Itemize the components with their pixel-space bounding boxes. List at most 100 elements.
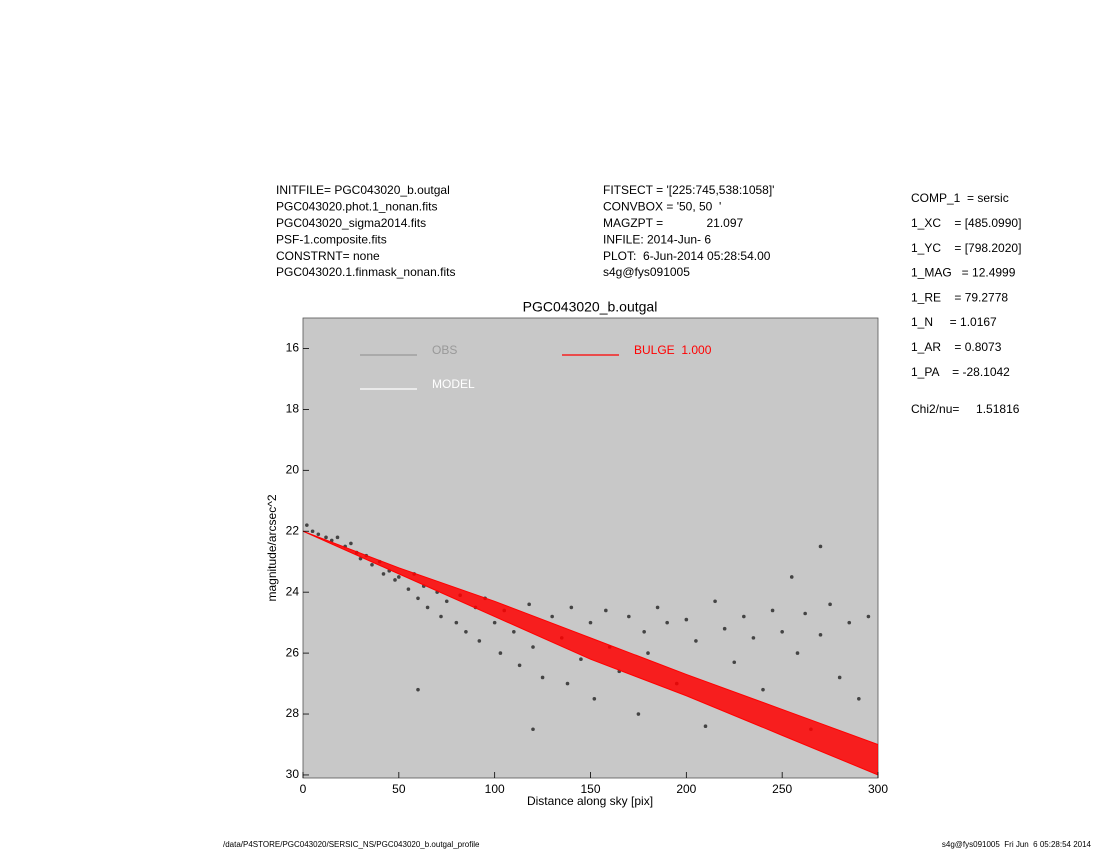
header-left-line: PSF-1.composite.fits (276, 232, 387, 246)
data-point (316, 532, 321, 537)
param-line: 1_MAG = 12.4999 (911, 266, 1016, 280)
data-point (569, 605, 574, 610)
param-line: 1_XC = [485.0990] (911, 216, 1021, 230)
data-point (604, 608, 608, 613)
data-point (703, 724, 708, 729)
data-point (439, 614, 443, 619)
data-point (847, 620, 852, 625)
data-point (425, 605, 430, 610)
legend-label: BULGE 1.000 (634, 343, 712, 357)
x-tick-label: 50 (392, 782, 406, 796)
y-tick-label: 24 (286, 584, 300, 598)
data-point (722, 626, 727, 631)
y-tick-label: 16 (286, 341, 300, 355)
data-point (665, 620, 669, 625)
data-point (732, 660, 737, 665)
data-point (397, 575, 401, 579)
data-point (857, 696, 861, 701)
header-left-line: INITFILE= PGC043020_b.outgal (276, 183, 450, 197)
y-tick-label: 18 (286, 402, 300, 416)
data-point (492, 620, 497, 625)
y-tick-label: 26 (286, 645, 300, 659)
data-point (713, 599, 717, 604)
data-point (305, 523, 309, 527)
y-tick-label: 20 (286, 462, 300, 476)
data-point (751, 636, 756, 640)
data-point (780, 629, 784, 634)
data-point (324, 535, 328, 540)
plot-marks (303, 523, 878, 776)
data-point (370, 562, 374, 567)
data-point (540, 675, 545, 680)
data-point (866, 614, 871, 619)
data-point (627, 614, 631, 619)
data-point (684, 617, 689, 622)
data-point (742, 614, 746, 619)
data-point (588, 620, 593, 625)
header-left-line: PGC043020_sigma2014.fits (276, 216, 426, 230)
data-point (310, 529, 315, 534)
data-point (592, 696, 597, 701)
data-point (789, 575, 794, 579)
x-tick-label: 100 (485, 782, 505, 796)
data-point (416, 596, 420, 601)
data-point (329, 538, 334, 543)
legend-label: MODEL (432, 377, 475, 391)
param-line: 1_AR = 0.8073 (911, 340, 1002, 354)
data-point (454, 620, 459, 625)
legend-label: OBS (432, 343, 457, 357)
data-point (531, 727, 535, 732)
data-point (579, 657, 583, 661)
header-middle-line: FITSECT = '[225:745,538:1058]' (603, 183, 774, 197)
header-middle-line: INFILE: 2014-Jun- 6 (603, 232, 711, 246)
data-point (335, 535, 340, 540)
data-point (818, 544, 823, 549)
data-point (527, 602, 531, 607)
header-left-line: PGC043020.1.finmask_nonan.fits (276, 265, 455, 279)
model-band (303, 530, 878, 776)
data-point (837, 675, 842, 680)
data-point (761, 687, 765, 692)
header-middle-line: CONVBOX = '50, 50 ' (603, 200, 721, 214)
data-point (655, 605, 660, 610)
x-axis-label: Distance along sky [pix] (527, 794, 653, 808)
data-point (406, 587, 411, 591)
data-point (803, 611, 807, 616)
data-point (646, 651, 650, 655)
y-tick-label: 22 (286, 523, 300, 537)
header-middle-line: PLOT: 6-Jun-2014 05:28:54.00 (603, 249, 771, 263)
chi2: Chi2/nu= 1.51816 (911, 402, 1020, 416)
data-point (828, 602, 832, 607)
footer-stamp: s4g@fys091005 Fri Jun 6 05:28:54 2014 (942, 840, 1092, 849)
y-axis-label: magnitude/arcsec^2 (265, 494, 279, 601)
data-point (381, 572, 386, 576)
data-point (349, 541, 353, 546)
data-point (512, 629, 516, 634)
data-point (694, 639, 698, 643)
data-point (818, 633, 823, 637)
data-point (477, 639, 482, 643)
y-tick-label: 28 (286, 706, 300, 720)
header-middle-line: s4g@fys091005 (603, 265, 690, 279)
data-point (636, 712, 641, 716)
param-line: 1_N = 1.0167 (911, 315, 997, 329)
param-line: COMP_1 = sersic (911, 191, 1009, 205)
data-point (642, 629, 646, 634)
x-tick-label: 300 (868, 782, 888, 796)
x-tick-label: 200 (676, 782, 696, 796)
data-point (464, 629, 468, 634)
data-point (531, 645, 535, 649)
data-point (565, 681, 570, 686)
data-point (550, 614, 554, 619)
header-middle-line: MAGZPT = 21.097 (603, 216, 743, 230)
x-tick-label: 250 (772, 782, 792, 796)
chart-title: PGC043020_b.outgal (523, 299, 658, 315)
y-tick-label: 30 (286, 767, 300, 781)
data-point (498, 651, 503, 655)
x-tick-label: 150 (580, 782, 600, 796)
data-point (393, 578, 397, 582)
data-point (444, 599, 449, 604)
param-line: 1_YC = [798.2020] (911, 241, 1021, 255)
data-point (795, 651, 800, 655)
